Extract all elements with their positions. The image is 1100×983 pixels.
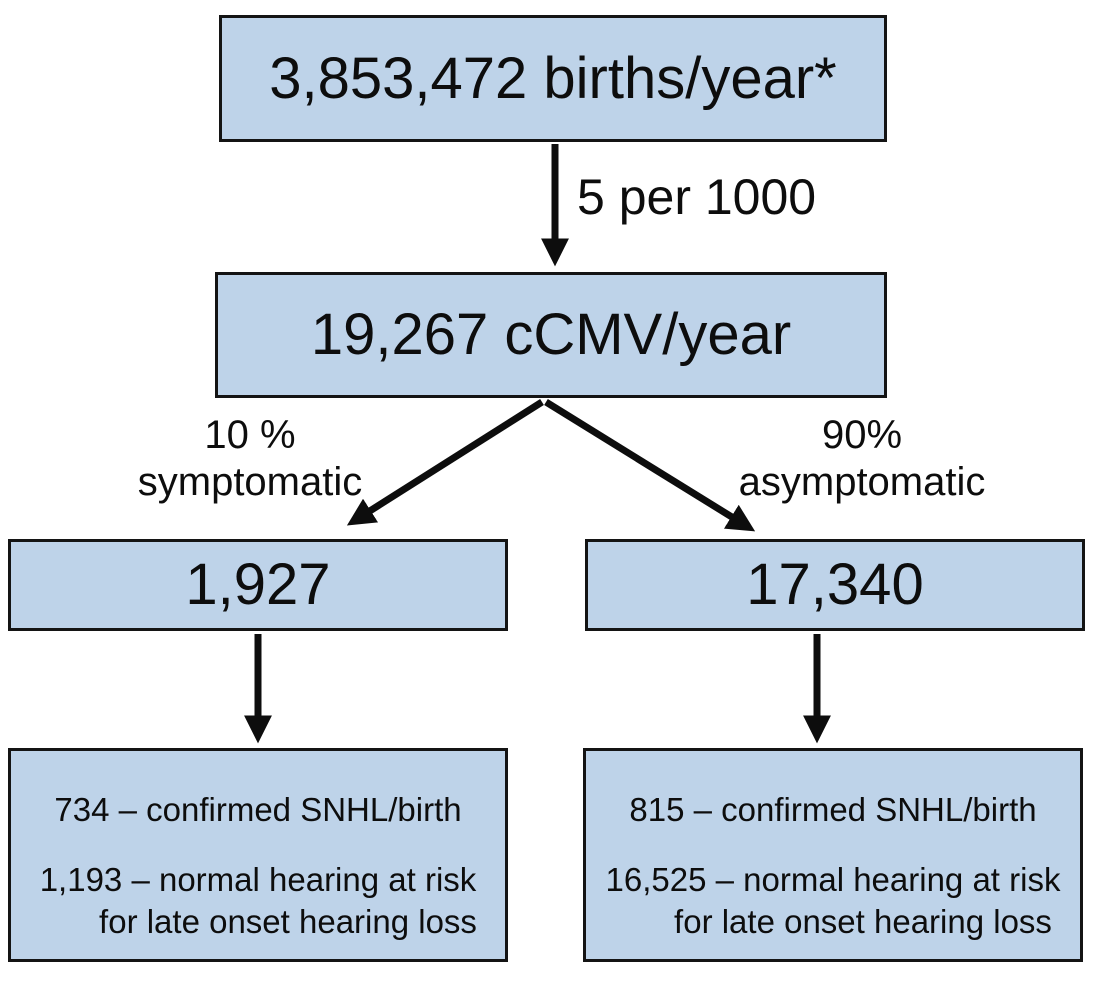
- asymptomatic-count-label: 17,340: [746, 552, 924, 618]
- asymptomatic-branch-label: 90% asymptomatic: [642, 412, 1082, 506]
- symptomatic-count-box: 1,927: [8, 539, 508, 631]
- symptomatic-snhl-line: 734 – confirmed SNHL/birth: [54, 791, 462, 828]
- symptomatic-word: symptomatic: [137, 460, 363, 504]
- symptomatic-late-onset-line: for late onset hearing loss: [99, 903, 477, 940]
- symptomatic-percent: 10 %: [204, 413, 296, 457]
- rate-label: 5 per 1000: [577, 169, 817, 225]
- births-label: 3,853,472 births/year*: [269, 45, 837, 111]
- asymptomatic-word: asymptomatic: [738, 460, 986, 504]
- asymptomatic-outcomes-box: 815 – confirmed SNHL/birth 16,525 – norm…: [583, 748, 1083, 962]
- symptomatic-outcomes-box: 734 – confirmed SNHL/birth 1,193 – norma…: [8, 748, 508, 962]
- asymptomatic-at-risk-lines: 16,525 – normal hearing at risk for late…: [606, 859, 1061, 943]
- symptomatic-at-risk-line: 1,193 – normal hearing at risk: [39, 861, 477, 898]
- asymptomatic-at-risk-line: 16,525 – normal hearing at risk: [605, 861, 1061, 898]
- asymptomatic-percent: 90%: [821, 413, 903, 457]
- symptomatic-at-risk-lines: 1,193 – normal hearing at risk for late …: [40, 859, 477, 943]
- asymptomatic-snhl-line: 815 – confirmed SNHL/birth: [629, 791, 1037, 828]
- births-box: 3,853,472 births/year*: [219, 15, 887, 142]
- symptomatic-branch-label: 10 % symptomatic: [30, 412, 470, 506]
- asymptomatic-count-box: 17,340: [585, 539, 1085, 631]
- asymptomatic-late-onset-line: for late onset hearing loss: [674, 903, 1052, 940]
- ccmv-box: 19,267 cCMV/year: [215, 272, 887, 398]
- symptomatic-count-label: 1,927: [185, 552, 331, 618]
- ccmv-label: 19,267 cCMV/year: [310, 302, 792, 368]
